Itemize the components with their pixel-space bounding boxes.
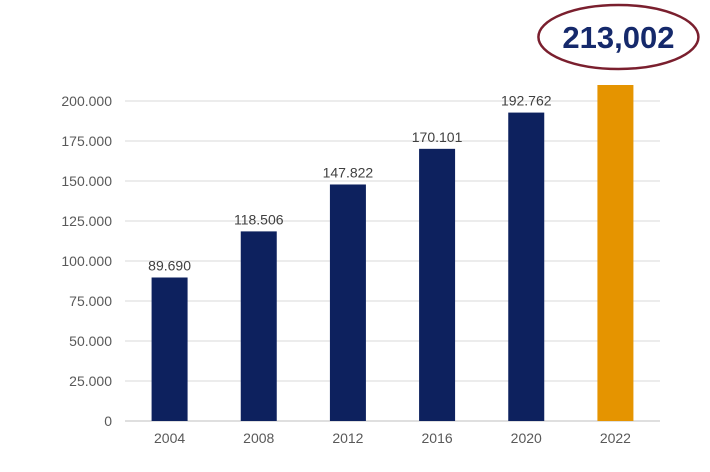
x-tick-label: 2020 <box>511 430 542 446</box>
data-label: 118.506 <box>234 211 284 227</box>
bar <box>240 231 277 421</box>
bar-highlighted <box>597 85 634 421</box>
x-tick-label: 2008 <box>243 430 274 446</box>
x-tick-label: 2016 <box>422 430 453 446</box>
y-tick-label: 150.000 <box>61 173 112 189</box>
x-axis-tick-labels: 2004 2008 2012 2016 2020 2022 <box>154 430 631 446</box>
x-tick-label: 2012 <box>332 430 363 446</box>
bar <box>508 112 545 421</box>
bar <box>151 277 188 421</box>
y-axis-tick-labels: 0 25.000 50.000 75.000 100.000 125.000 150.000… <box>61 93 112 429</box>
x-tick-label: 2004 <box>154 430 185 446</box>
total-callout: 213,002 <box>537 3 700 71</box>
data-label: 192.762 <box>501 93 552 109</box>
gridlines <box>125 100 660 422</box>
callout-ellipse <box>537 3 700 71</box>
callout-value: 213,002 <box>562 20 674 55</box>
y-tick-label: 25.000 <box>69 373 112 389</box>
data-label: 89.690 <box>148 257 191 273</box>
y-tick-label: 125.000 <box>61 213 112 229</box>
bars <box>151 85 634 422</box>
y-tick-label: 75.000 <box>69 293 112 309</box>
y-tick-label: 0 <box>104 413 112 429</box>
bar <box>329 184 366 421</box>
data-label: 147.822 <box>323 164 374 180</box>
y-tick-label: 50.000 <box>69 333 112 349</box>
y-tick-label: 200.000 <box>61 93 112 109</box>
data-labels: 89.690 118.506 147.822 170.101 192.762 <box>148 93 552 274</box>
x-tick-label: 2022 <box>600 430 631 446</box>
bar <box>419 148 456 422</box>
y-tick-label: 175.000 <box>61 133 112 149</box>
y-tick-label: 100.000 <box>61 253 112 269</box>
data-label: 170.101 <box>412 129 463 145</box>
